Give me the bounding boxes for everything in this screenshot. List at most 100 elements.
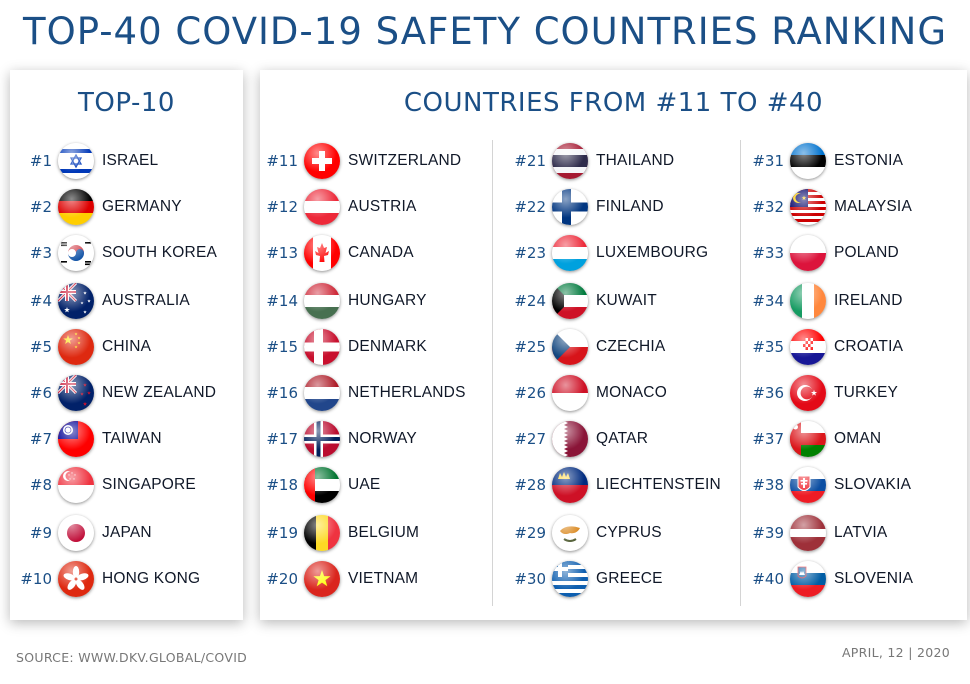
column-divider — [740, 140, 741, 606]
country-row: #35 CROATIA — [748, 328, 903, 366]
qatar-flag-icon — [552, 421, 588, 457]
slovenia-flag-icon — [790, 561, 826, 597]
monaco-flag-icon — [552, 375, 588, 411]
country-row: #14 HUNGARY — [262, 282, 427, 320]
country-row: #7 TAIWAN — [10, 420, 162, 458]
country-row: #13 CANADA — [262, 234, 414, 272]
country-row: #4 AUSTRALIA — [10, 282, 190, 320]
vietnam-flag-icon — [304, 561, 340, 597]
country-row: #23 LUXEMBOURG — [510, 234, 708, 272]
rank-label: #38 — [752, 476, 784, 494]
rank-label: #11 — [266, 152, 298, 170]
country-name: QATAR — [596, 430, 649, 447]
rank-label: #6 — [29, 384, 52, 402]
country-row: #37 OMAN — [748, 420, 881, 458]
country-row: #17 NORWAY — [262, 420, 417, 458]
rank-label: #2 — [29, 198, 52, 216]
country-row: #31 ESTONIA — [748, 142, 903, 180]
luxembourg-flag-icon — [552, 235, 588, 271]
country-name: NORWAY — [348, 430, 417, 447]
rank-label: #21 — [514, 152, 546, 170]
rank-label: #29 — [514, 524, 546, 542]
rank-label: #24 — [514, 292, 546, 310]
country-name: AUSTRALIA — [102, 292, 190, 309]
rank-label: #7 — [29, 430, 52, 448]
rank-label: #20 — [266, 570, 298, 588]
norway-flag-icon — [304, 421, 340, 457]
country-name: BELGIUM — [348, 524, 420, 541]
croatia-flag-icon — [790, 329, 826, 365]
singapore-flag-icon — [58, 467, 94, 503]
slovakia-flag-icon — [790, 467, 826, 503]
israel-flag-icon — [58, 143, 94, 179]
country-row: #5 CHINA — [10, 328, 151, 366]
countries-11-40-panel: COUNTRIES FROM #11 TO #40 #11 SWITZERLAND… — [260, 70, 967, 620]
country-row: #19 BELGIUM — [262, 514, 419, 552]
country-name: POLAND — [834, 244, 899, 261]
country-row: #36 TURKEY — [748, 374, 898, 412]
uae-flag-icon — [304, 467, 340, 503]
country-name: VIETNAM — [348, 570, 419, 587]
austria-flag-icon — [304, 189, 340, 225]
country-name: OMAN — [834, 430, 882, 447]
country-row: #15 DENMARK — [262, 328, 427, 366]
country-name: JAPAN — [102, 524, 152, 541]
hungary-flag-icon — [304, 283, 340, 319]
rank-label: #32 — [752, 198, 784, 216]
rank-label: #34 — [752, 292, 784, 310]
country-row: #34 IRELAND — [748, 282, 903, 320]
oman-flag-icon — [790, 421, 826, 457]
hong-kong-flag-icon — [58, 561, 94, 597]
country-name: HUNGARY — [348, 292, 427, 309]
country-row: #8 SINGAPORE — [10, 466, 196, 504]
country-name: KUWAIT — [596, 292, 657, 309]
rank-label: #18 — [266, 476, 298, 494]
country-name: CYPRUS — [596, 524, 662, 541]
country-name: NEW ZEALAND — [102, 384, 217, 401]
liechtenstein-flag-icon — [552, 467, 588, 503]
country-name: NETHERLANDS — [348, 384, 466, 401]
turkey-flag-icon — [790, 375, 826, 411]
country-row: #30 GREECE — [510, 560, 663, 598]
rank-label: #8 — [29, 476, 52, 494]
rank-label: #15 — [266, 338, 298, 356]
country-row: #33 POLAND — [748, 234, 899, 272]
country-row: #9 JAPAN — [10, 514, 152, 552]
page-title: TOP-40 COVID-19 SAFETY COUNTRIES RANKING — [22, 10, 948, 53]
country-name: FINLAND — [596, 198, 664, 215]
country-row: #28 LIECHTENSTEIN — [510, 466, 721, 504]
rank-label: #16 — [266, 384, 298, 402]
country-row: #22 FINLAND — [510, 188, 664, 226]
germany-flag-icon — [58, 189, 94, 225]
top10-panel: TOP-10 #1 ISRAEL #2 GERMANY #3 SOUTH KOREA #4 A… — [10, 70, 243, 620]
rank-label: #30 — [514, 570, 546, 588]
country-name: HONG KONG — [102, 570, 201, 587]
country-name: CZECHIA — [596, 338, 666, 355]
czechia-flag-icon — [552, 329, 588, 365]
country-row: #29 CYPRUS — [510, 514, 662, 552]
estonia-flag-icon — [790, 143, 826, 179]
finland-flag-icon — [552, 189, 588, 225]
country-row: #27 QATAR — [510, 420, 648, 458]
country-name: ISRAEL — [102, 152, 159, 169]
country-name: SLOVAKIA — [834, 476, 912, 493]
rank-label: #25 — [514, 338, 546, 356]
top10-heading: TOP-10 — [78, 88, 175, 118]
source-note: SOURCE: WWW.DKV.GLOBAL/COVID — [16, 650, 248, 665]
country-name: CHINA — [102, 338, 152, 355]
country-name: TURKEY — [834, 384, 899, 401]
country-name: SLOVENIA — [834, 570, 914, 587]
rank-label: #19 — [266, 524, 298, 542]
countries-11-40-heading: COUNTRIES FROM #11 TO #40 — [403, 88, 824, 118]
rank-label: #33 — [752, 244, 784, 262]
country-name: AUSTRIA — [348, 198, 417, 215]
country-row: #25 CZECHIA — [510, 328, 665, 366]
country-name: TAIWAN — [102, 430, 162, 447]
malaysia-flag-icon — [790, 189, 826, 225]
country-name: CANADA — [348, 244, 414, 261]
poland-flag-icon — [790, 235, 826, 271]
country-row: #10 HONG KONG — [10, 560, 200, 598]
country-name: MONACO — [596, 384, 667, 401]
rank-label: #36 — [752, 384, 784, 402]
rank-label: #14 — [266, 292, 298, 310]
